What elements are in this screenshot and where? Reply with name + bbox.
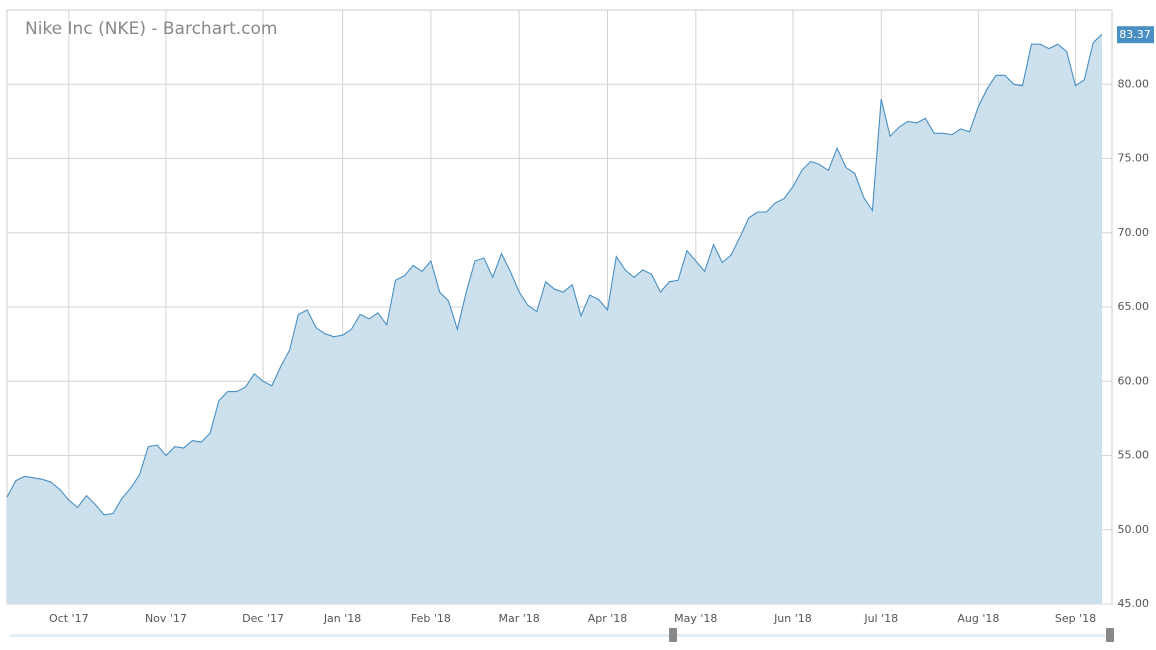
navigator-handle[interactable] xyxy=(1106,628,1114,642)
price-line xyxy=(6,33,1103,516)
y-tick-label: 60.00 xyxy=(1118,374,1150,387)
y-tick-label: 80.00 xyxy=(1118,77,1150,90)
x-tick-label: Feb '18 xyxy=(411,612,451,625)
y-tick-label: 70.00 xyxy=(1118,226,1150,239)
x-tick-label: Apr '18 xyxy=(588,612,628,625)
x-tick-label: May '18 xyxy=(674,612,717,625)
x-tick-label: Jul '18 xyxy=(863,612,898,625)
navigator-handle[interactable] xyxy=(669,628,677,642)
y-tick-label: 45.00 xyxy=(1118,597,1150,610)
y-tick-label: 75.00 xyxy=(1118,152,1150,165)
last-value-box xyxy=(1117,26,1154,44)
x-tick-label: Sep '18 xyxy=(1055,612,1096,625)
y-tick-label: 50.00 xyxy=(1118,523,1150,536)
last-value-label: 83.37 xyxy=(1119,28,1151,41)
x-tick-label: Jun '18 xyxy=(773,612,812,625)
y-tick-label: 55.00 xyxy=(1118,449,1150,462)
y-tick-label: 65.00 xyxy=(1118,300,1150,313)
x-tick-label: Nov '17 xyxy=(145,612,187,625)
area-fill xyxy=(7,34,1102,604)
x-tick-label: Oct '17 xyxy=(49,612,89,625)
navigator-track xyxy=(10,634,1110,637)
x-tick-label: Jan '18 xyxy=(323,612,361,625)
x-tick-label: Aug '18 xyxy=(957,612,999,625)
x-tick-label: Mar '18 xyxy=(499,612,540,625)
x-tick-label: Dec '17 xyxy=(242,612,284,625)
chart-title: Nike Inc (NKE) - Barchart.com xyxy=(25,19,278,39)
